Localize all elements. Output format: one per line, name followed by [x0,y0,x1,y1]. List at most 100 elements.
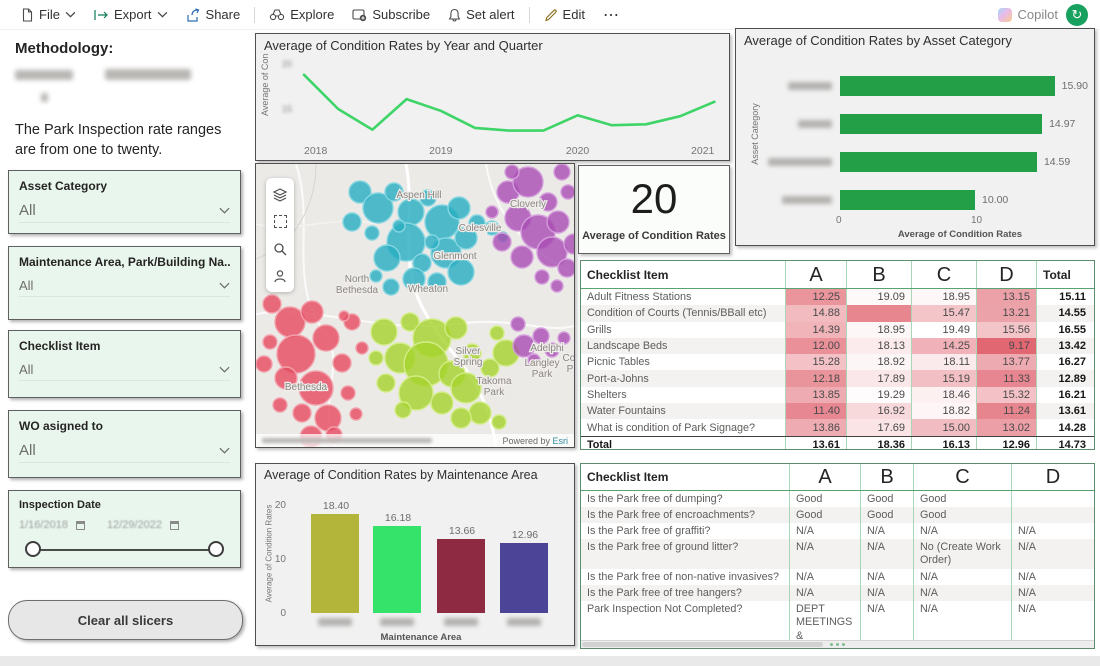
value-cell[interactable] [846,305,911,322]
map-bubble[interactable] [447,196,471,220]
value-cell[interactable]: N/A [1011,523,1094,539]
value-cell[interactable]: N/A [913,569,1011,585]
map-bubble[interactable] [546,210,570,234]
edit-button[interactable]: Edit [535,4,594,25]
map-bubble[interactable] [298,370,334,406]
date-start-input[interactable]: 1/16/2018 [19,519,68,531]
table-row[interactable]: Picnic Tables 15.28 18.92 18.11 13.77 16.27 [581,354,1094,371]
table-row[interactable]: Adult Fitness Stations 12.25 19.09 18.95 13.… [581,289,1094,306]
map-bubble[interactable] [462,343,482,363]
row-name-cell[interactable]: Port-a-Johns [587,372,649,385]
map-bubble[interactable] [504,164,520,180]
map-bubble[interactable] [468,401,492,425]
calendar-icon[interactable] [170,520,179,530]
table-row[interactable]: Is the Park free of graffiti? N/A N/A N/A N/… [581,523,1094,539]
table-row[interactable]: Shelters 13.85 19.29 18.46 15.32 16.21 [581,386,1094,404]
map-bubble[interactable] [563,233,574,255]
file-menu[interactable]: File [12,4,85,25]
value-cell[interactable]: N/A [789,585,860,601]
value-cell[interactable]: Good [789,491,860,507]
value-cell[interactable]: Good [860,507,913,523]
checklist-status-table[interactable]: Checklist Item A B C D Is the Park free of du… [580,463,1095,649]
map-bubble[interactable] [394,401,412,419]
value-cell[interactable]: 14.39 [785,321,846,338]
map-bubble[interactable] [364,225,380,241]
value-cell[interactable]: Good [913,491,1011,507]
map-bubble[interactable] [557,258,574,278]
more-options-button[interactable]: ⋯ [594,2,629,28]
value-cell[interactable]: N/A [913,523,1011,539]
map-bubble[interactable] [262,334,278,350]
value-cell[interactable]: 14.88 [785,305,846,322]
bar[interactable] [840,190,975,210]
map-bubble[interactable] [538,192,558,212]
map-bubble[interactable] [256,355,273,373]
value-cell[interactable]: 19.09 [846,289,911,306]
row-name-cell[interactable]: Picnic Tables [587,356,650,369]
column-header-checklist-item[interactable]: Checklist Item [587,267,669,282]
map-bubble[interactable] [550,279,564,293]
column-header-A[interactable]: A [789,464,860,490]
table-row[interactable]: Is the Park free of tree hangers? N/A N/A N… [581,585,1094,601]
map-bubble[interactable] [368,350,384,366]
checklist-matrix-table[interactable]: Checklist Item A B C D Total Adult Fitness Sta… [580,260,1095,450]
map-bubble[interactable] [491,414,507,430]
value-cell[interactable]: 17.89 [846,370,911,387]
account-avatar[interactable]: ↻ [1066,3,1088,26]
map-bubble[interactable] [419,189,437,207]
map-bubble[interactable] [262,294,282,314]
value-cell[interactable]: 13.15 [976,289,1036,306]
value-cell[interactable]: N/A [860,601,913,644]
table-row[interactable]: Water Fountains 11.40 16.92 18.82 11.24 13.61 [581,403,1094,420]
map-bubble[interactable] [510,316,526,332]
column-header-B[interactable]: B [846,261,911,288]
column-header-total[interactable]: Total [1036,261,1092,288]
value-cell[interactable]: No (Create Work Order) [913,539,1011,569]
export-menu[interactable]: Export [85,4,177,25]
map-bubble[interactable] [560,184,574,200]
line-series[interactable] [302,73,716,132]
value-cell[interactable]: N/A [1011,569,1094,585]
row-name-cell[interactable]: Water Fountains [587,405,666,418]
chevron-down-icon[interactable] [219,282,230,289]
table-row[interactable]: Port-a-Johns 12.18 17.89 15.19 11.33 12.89 [581,370,1094,387]
explore-button[interactable]: Explore [260,4,343,25]
map-bubble[interactable] [492,232,512,252]
table-row[interactable]: Is the Park free of non-native invasives… [581,569,1094,585]
row-name-cell[interactable]: Adult Fitness Stations [587,291,692,304]
row-name-cell[interactable]: Grills [587,323,612,336]
value-cell[interactable]: N/A [860,569,913,585]
row-name-cell[interactable]: Is the Park free of tree hangers? [587,587,742,599]
map-bubble[interactable] [544,342,560,358]
map-bubble[interactable] [424,234,440,250]
value-cell[interactable]: 13.86 [785,419,846,436]
map-bubble[interactable] [447,258,475,286]
map-bubble[interactable] [369,269,383,283]
copilot-button[interactable]: Copilot [997,7,1058,22]
value-cell[interactable]: 15.00 [911,419,976,436]
value-cell[interactable]: 17.69 [846,419,911,436]
table-row[interactable]: Grills 14.39 18.95 19.49 15.56 16.55 [581,321,1094,338]
map-bubble[interactable] [338,310,350,322]
table-row[interactable]: Park Inspection Not Completed? DEPT MEETI… [581,601,1094,644]
map-bubble[interactable] [376,373,396,393]
bar[interactable] [437,539,485,613]
map-bubble[interactable] [489,325,505,341]
slider-handle-end[interactable] [208,541,224,557]
value-cell[interactable] [1011,507,1094,523]
value-cell[interactable]: 13.77 [976,354,1036,371]
asset-category-chart-panel[interactable]: Average of Condition Rates by Asset Cate… [735,28,1095,246]
bar[interactable] [840,76,1055,96]
map-bubble[interactable] [402,267,426,291]
map-bubble[interactable] [427,272,447,292]
slicer-inspection-date[interactable]: Inspection Date 1/16/2018 12/29/2022 [8,490,241,568]
map-bubble[interactable] [392,219,406,233]
condition-rates-card[interactable]: 20 Average of Condition Rates [578,165,730,254]
value-cell[interactable]: 13.85 [785,386,846,404]
map-bubble[interactable] [332,353,352,373]
table-row[interactable]: Is the Park free of encroachments? Good Go… [581,507,1094,523]
map-bubble[interactable] [557,331,571,345]
table-row[interactable]: Is the Park free of dumping? Good Good Good [581,491,1094,507]
map-bubble[interactable] [512,334,536,358]
map-bubble[interactable] [450,372,482,404]
